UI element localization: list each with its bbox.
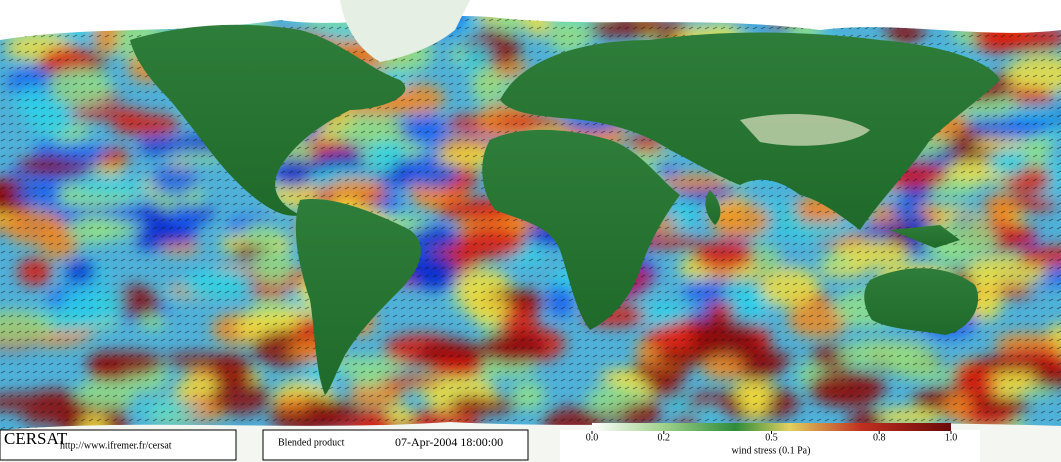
colorbar-tick-label: 1.0 — [945, 432, 958, 443]
colorbar-tick-label: 0.2 — [658, 432, 671, 443]
colorbar — [592, 423, 951, 431]
greenland — [340, 0, 470, 62]
colorbar-label: wind stress (0.1 Pa) — [732, 445, 811, 456]
colorbar-panel — [560, 430, 980, 462]
logo-box — [0, 429, 237, 461]
product-box — [262, 429, 529, 461]
logo: CERSAT — [4, 429, 68, 448]
url: http://www.ifremer.fr/cersat — [60, 440, 172, 451]
product-date: 07-Apr-2004 18:00:00 — [395, 435, 503, 449]
product-name: Blended product — [278, 437, 345, 448]
colorbar-tick-label: 0.8 — [873, 432, 886, 443]
colorbar-tick-label: 0.5 — [765, 432, 778, 443]
plateau — [740, 114, 870, 146]
colorbar-tick-label: 0.0 — [586, 432, 599, 443]
arctic — [0, 0, 1061, 40]
land — [130, 24, 1000, 395]
